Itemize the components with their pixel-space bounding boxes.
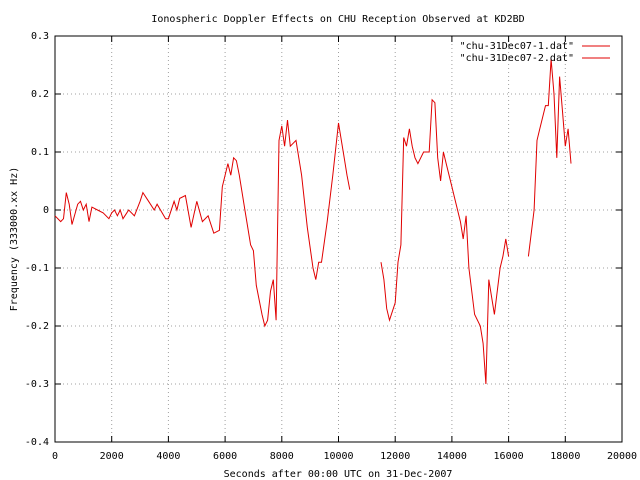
x-tick-label: 2000 bbox=[100, 451, 124, 462]
data-line bbox=[54, 120, 351, 328]
y-tick-label: 0.1 bbox=[31, 147, 49, 158]
x-tick-label: 20000 bbox=[607, 451, 637, 462]
legend-label: "chu-31Dec07-1.dat" bbox=[460, 41, 574, 52]
x-tick-label: 0 bbox=[52, 451, 58, 462]
x-tick-label: 8000 bbox=[270, 451, 294, 462]
x-tick-label: 12000 bbox=[380, 451, 410, 462]
x-tick-label: 10000 bbox=[323, 451, 353, 462]
x-tick-label: 4000 bbox=[156, 451, 180, 462]
x-tick-label: 14000 bbox=[437, 451, 467, 462]
y-tick-label: -0.3 bbox=[25, 379, 49, 390]
data-line bbox=[380, 59, 572, 385]
legend-label: "chu-31Dec07-2.dat" bbox=[460, 53, 574, 64]
y-tick-label: 0 bbox=[43, 205, 49, 216]
plot-frame bbox=[54, 35, 623, 443]
y-axis-label: Frequency (333000.xx Hz) bbox=[9, 167, 20, 312]
x-axis-label: Seconds after 00:00 UTC on 31-Dec-2007 bbox=[224, 469, 453, 480]
chart-title: Ionospheric Doppler Effects on CHU Recep… bbox=[151, 14, 524, 25]
y-tick-label: 0.2 bbox=[31, 89, 49, 100]
y-tick-label: -0.4 bbox=[25, 437, 49, 448]
x-tick-label: 18000 bbox=[550, 451, 580, 462]
y-tick-label: -0.1 bbox=[25, 263, 49, 274]
x-tick-label: 6000 bbox=[213, 451, 237, 462]
y-tick-label: -0.2 bbox=[25, 321, 49, 332]
y-tick-label: 0.3 bbox=[31, 31, 49, 42]
x-tick-label: 16000 bbox=[494, 451, 524, 462]
